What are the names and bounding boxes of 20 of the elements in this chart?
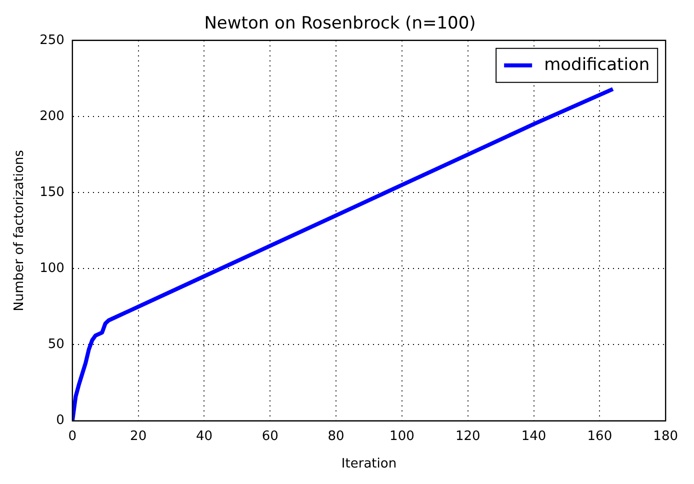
x-tick-label: 80 [328, 428, 344, 444]
x-tick-label: 0 [68, 428, 77, 444]
y-tick-label: 250 [40, 32, 64, 48]
x-tick-label: 160 [587, 428, 612, 444]
x-tick-label: 20 [130, 428, 147, 444]
x-tick-label: 60 [262, 428, 278, 444]
y-axis-title: Number of factorizations [12, 150, 28, 312]
y-tick-label: 200 [40, 108, 64, 124]
y-tick-label: 0 [56, 413, 64, 428]
y-tick-label: 100 [40, 261, 64, 276]
x-tick-label: 140 [521, 428, 546, 444]
y-tick-label: 150 [40, 184, 64, 200]
x-axis-title: Iteration [341, 456, 397, 472]
x-tick-label: 100 [390, 428, 414, 444]
x-tick-label: 120 [455, 428, 480, 444]
x-tick-label: 40 [196, 428, 213, 444]
legend-label: modification [544, 54, 650, 75]
x-tick-label: 180 [653, 428, 678, 444]
y-tick-label: 50 [48, 337, 64, 352]
chart-title: Newton on Rosenbrock (n=100) [204, 14, 476, 34]
